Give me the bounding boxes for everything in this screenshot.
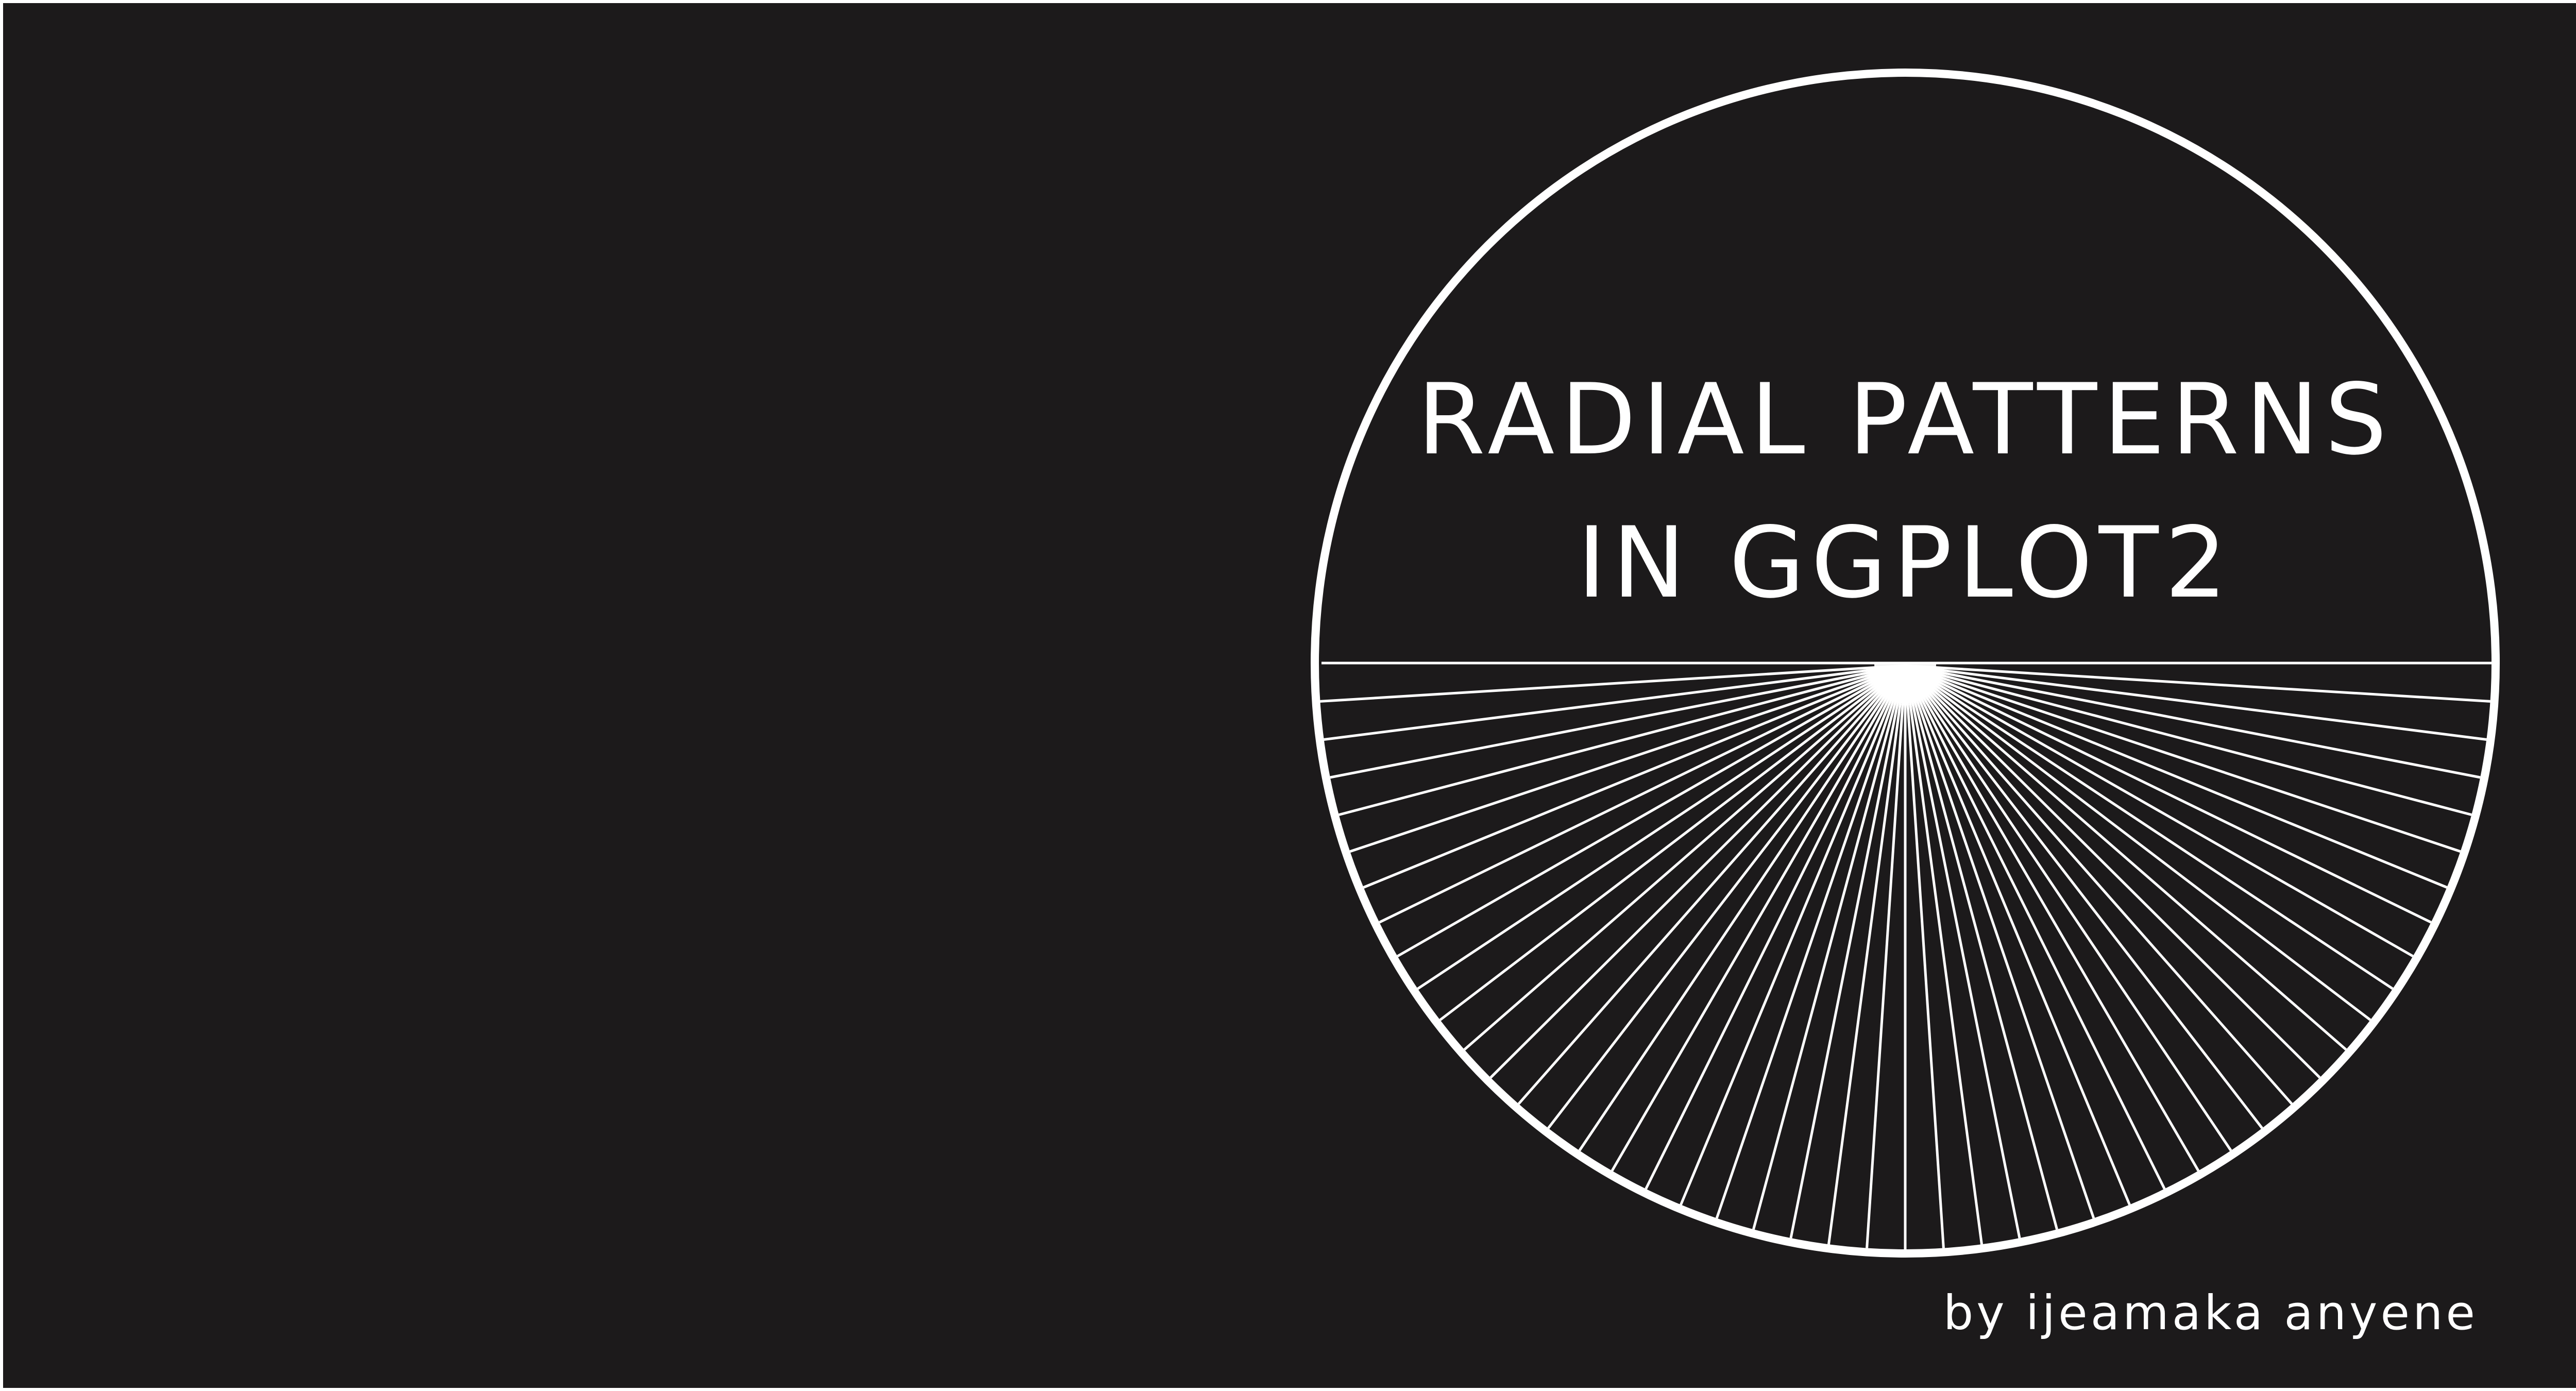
emblem-ring <box>1311 69 2500 1258</box>
author-byline: by ijeamaka anyene <box>1943 1285 2478 1341</box>
sunburst-ray <box>1789 665 1907 1239</box>
sunburst-ray <box>1905 664 2481 779</box>
sunburst-ray <box>1904 665 2058 1230</box>
sunburst-ray <box>1904 665 1945 1248</box>
sunburst-ray <box>1611 665 1907 1172</box>
sunburst-ray <box>1905 664 2448 889</box>
sunburst-ray <box>1363 664 1906 889</box>
sunburst-ray <box>1397 664 1906 958</box>
sunburst-ray <box>1349 664 1906 853</box>
sun-mask <box>1865 618 1947 663</box>
sunburst-ray <box>1866 665 1907 1248</box>
sunburst-ray <box>1578 665 1907 1151</box>
sunburst-ray <box>1330 664 1906 779</box>
sunburst-ray <box>1547 665 1906 1129</box>
sunburst-rays <box>1320 664 2490 1249</box>
sunburst-ray <box>1517 665 1906 1105</box>
sunburst-ray <box>1680 665 1907 1206</box>
sunburst-ray <box>1904 665 2095 1219</box>
sunburst-ray <box>1904 665 2321 1079</box>
sunburst-ray <box>1338 664 1906 816</box>
sunburst-ray <box>1904 665 2232 1151</box>
sunburst-ray <box>1904 665 2371 1021</box>
sunburst-ray <box>1324 664 1906 741</box>
sunburst-ray <box>1904 665 2021 1239</box>
sunburst-ray <box>1904 664 2394 990</box>
sunburst-ray <box>1904 665 2347 1051</box>
sunburst-ray <box>1904 665 2166 1190</box>
sunburst-ray <box>1463 665 1906 1051</box>
title-line-1: RADIAL PATTERNS <box>1417 363 2393 477</box>
sunburst-ray <box>1904 665 2293 1105</box>
title-line-2: IN GGPLOT2 <box>1577 506 2233 620</box>
sunburst-ray <box>1905 664 2490 703</box>
sunburst-ray <box>1904 665 1983 1245</box>
sunburst-ray <box>1752 665 1907 1230</box>
sunburst-ray <box>1827 665 1907 1245</box>
sunburst-ray <box>1439 665 1906 1021</box>
sunburst-ray <box>1905 664 2487 741</box>
sunburst-ray <box>1379 664 1906 924</box>
sunburst-ray <box>1320 664 1906 703</box>
sunburst-ray <box>1904 665 2131 1206</box>
sunburst-ray <box>1645 665 1907 1190</box>
sunburst-ray <box>1905 664 2472 816</box>
sunburst-ray <box>1489 665 1906 1079</box>
radial-emblem <box>1311 69 2500 1258</box>
sunburst-ray <box>1904 665 2263 1129</box>
sunburst-ray <box>1417 664 1906 990</box>
sunburst-ray <box>1905 664 2461 853</box>
sunburst-ray <box>1715 665 1907 1219</box>
sunburst-ray <box>1904 665 2200 1172</box>
sunburst-ray <box>1904 664 2414 958</box>
sunburst-ray <box>1904 664 2432 924</box>
